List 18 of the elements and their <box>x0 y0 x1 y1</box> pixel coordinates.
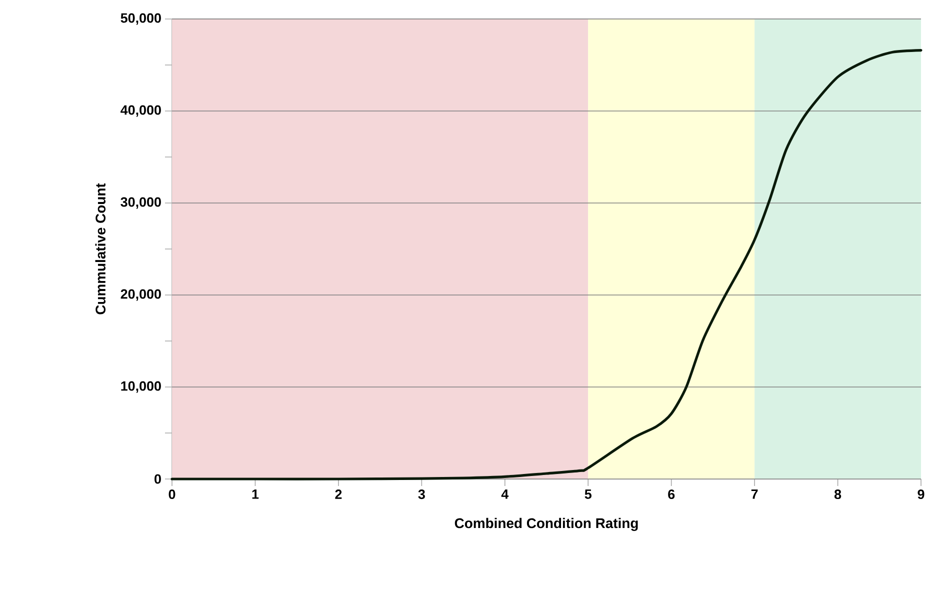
y-tick-label: 0 <box>154 474 161 484</box>
y-tick-label: 20,000 <box>120 289 161 301</box>
x-axis-title: Combined Condition Rating <box>454 518 638 531</box>
x-tick-label: 6 <box>668 490 675 500</box>
x-tick-label: 2 <box>335 490 342 499</box>
y-tick-label: 30,000 <box>120 197 161 209</box>
x-tick-label: 4 <box>501 490 509 499</box>
x-tick-label: 3 <box>418 490 425 500</box>
x-tick-label: 1 <box>252 490 259 499</box>
y-tick-label: 10,000 <box>121 381 161 393</box>
x-tick-label: 9 <box>918 490 924 500</box>
x-tick-label: 0 <box>168 490 176 500</box>
y-axis-title: Cummulative Count <box>95 183 106 314</box>
x-tick-label: 7 <box>751 490 758 499</box>
y-tick-label: 40,000 <box>120 105 161 117</box>
x-tick-label: 8 <box>834 490 842 500</box>
x-tick-label: 5 <box>584 490 592 499</box>
y-tick-label: 50,000 <box>120 13 161 25</box>
